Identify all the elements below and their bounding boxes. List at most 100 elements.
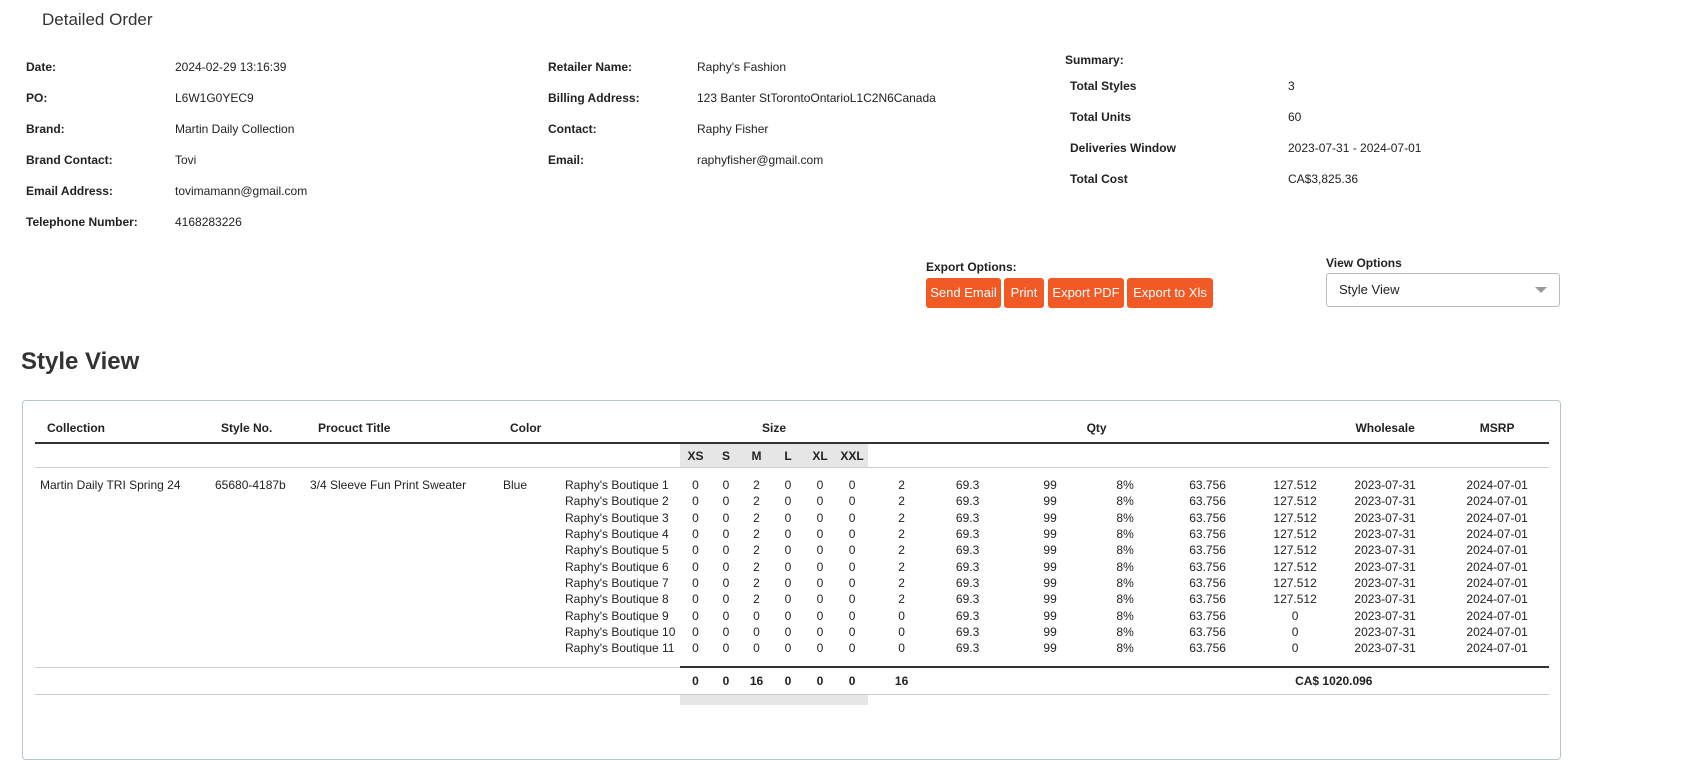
table-row: Raphy's Boutique 4 0 0 2 0 0 0 2 69.3 99 8% 63.756 1… xyxy=(35,526,1549,542)
style-collection xyxy=(35,575,205,591)
size-qty: 0 xyxy=(722,559,730,574)
summary-value: 60 xyxy=(1288,110,1302,124)
style-style-no xyxy=(205,575,300,591)
export-xls-button[interactable]: Export to Xls xyxy=(1127,278,1213,308)
style-color xyxy=(495,575,560,591)
cell-ship: 2023-07-31 xyxy=(1354,575,1416,590)
size-total: 0 xyxy=(836,666,869,696)
style-table: Collection Style No. Procuct Title Color Siz… xyxy=(35,414,1550,706)
export-pdf-button[interactable]: Export PDF xyxy=(1048,278,1124,308)
summary-label: Total Cost xyxy=(1070,172,1128,186)
cell-net: 63.756 xyxy=(1189,510,1226,525)
summary-value: CA$3,825.36 xyxy=(1288,172,1359,186)
size-qty: 0 xyxy=(722,575,730,590)
column-header-procuct-title: Procuct Title xyxy=(300,414,495,444)
store-name: Raphy's Boutique 6 xyxy=(565,559,669,574)
size-qty: 0 xyxy=(692,494,699,509)
size-header: XS xyxy=(680,443,711,468)
store-name: Raphy's Boutique 4 xyxy=(565,527,669,542)
size-qty: 0 xyxy=(692,624,699,639)
print-button[interactable]: Print xyxy=(1004,278,1044,308)
size-qty: 0 xyxy=(784,641,792,656)
table-row: Raphy's Boutique 5 0 0 2 0 0 0 2 69.3 99 8% 63.756 1… xyxy=(35,542,1549,558)
size-total: 16 xyxy=(741,666,772,696)
table-row: Raphy's Boutique 3 0 0 2 0 0 0 2 69.3 99 8% 63.756 1… xyxy=(35,510,1549,526)
cell-net: 63.756 xyxy=(1189,527,1226,542)
cell-total: 127.512 xyxy=(1273,494,1317,509)
summary-value: 2023-07-31 - 2024-07-01 xyxy=(1288,141,1422,155)
size-qty: 0 xyxy=(848,543,856,558)
size-qty: 0 xyxy=(722,527,730,542)
store-name: Raphy's Boutique 11 xyxy=(565,641,675,656)
cell-total: 127.512 xyxy=(1273,510,1317,525)
retailer-info-value: Raphy's Fashion xyxy=(697,60,787,74)
cell-ship: 2023-07-31 xyxy=(1354,608,1416,623)
size-qty: 0 xyxy=(784,592,792,607)
store-name: Raphy's Boutique 9 xyxy=(565,608,669,623)
cell-discount: 8% xyxy=(1116,624,1134,639)
size-qty: 2 xyxy=(753,543,760,558)
size-qty: 0 xyxy=(692,559,699,574)
cell-cancel: 2024-07-01 xyxy=(1466,543,1528,558)
size-qty: 0 xyxy=(784,478,792,493)
size-qty: 0 xyxy=(848,494,856,509)
cell-ship: 2023-07-31 xyxy=(1354,478,1416,493)
style-style-no xyxy=(205,607,300,623)
cell-cancel: 2024-07-01 xyxy=(1466,559,1528,574)
size-qty: 2 xyxy=(753,559,760,574)
store-name: Raphy's Boutique 8 xyxy=(565,592,669,607)
size-total: 0 xyxy=(680,666,711,696)
cell-qty: 2 xyxy=(898,510,905,525)
store-name: Raphy's Boutique 1 xyxy=(565,478,669,493)
order-info-label: PO: xyxy=(26,91,48,105)
size-qty: 0 xyxy=(784,608,792,623)
size-header-row: XS S M L XL XXL xyxy=(35,443,1550,468)
cell-total: 127.512 xyxy=(1273,575,1317,590)
size-qty: 0 xyxy=(848,510,856,525)
retailer-info-value: Raphy Fisher xyxy=(697,122,769,136)
cell-net: 63.756 xyxy=(1189,608,1226,623)
size-qty: 0 xyxy=(848,527,856,542)
size-qty: 0 xyxy=(816,510,824,525)
size-qty: 0 xyxy=(816,592,824,607)
section-title: Style View xyxy=(21,348,140,375)
table-row: Raphy's Boutique 2 0 0 2 0 0 0 2 69.3 99 8% 63.756 1… xyxy=(35,493,1549,509)
cell-qty: 0 xyxy=(898,624,905,639)
size-qty: 0 xyxy=(816,494,824,509)
cell-wholesale: 69.3 xyxy=(955,608,980,623)
summary-label: Deliveries Window xyxy=(1070,141,1176,155)
size-qty: 0 xyxy=(816,527,824,542)
retailer-info-label: Contact: xyxy=(548,122,597,136)
cell-wholesale: 69.3 xyxy=(955,494,980,509)
size-qty: 0 xyxy=(784,527,792,542)
cell-discount: 8% xyxy=(1116,527,1134,542)
send-email-button[interactable]: Send Email xyxy=(926,278,1001,308)
cell-msrp: 99 xyxy=(1043,608,1057,623)
retailer-info-label: Email: xyxy=(548,153,585,167)
style-color xyxy=(495,591,560,607)
style-color xyxy=(495,624,560,640)
cell-ship: 2023-07-31 xyxy=(1354,527,1416,542)
cell-qty: 2 xyxy=(898,543,905,558)
size-qty: 0 xyxy=(692,575,699,590)
qty-total: 16 xyxy=(868,666,936,696)
size-qty: 2 xyxy=(753,510,760,525)
column-header-msrp: MSRP xyxy=(1445,414,1550,444)
cell-discount: 8% xyxy=(1116,494,1134,509)
cell-ship: 2023-07-31 xyxy=(1354,543,1416,558)
size-qty: 0 xyxy=(753,608,760,623)
cell-total: 0 xyxy=(1291,624,1299,639)
order-info-value: Martin Daily Collection xyxy=(175,122,295,136)
size-header: XL xyxy=(804,443,836,468)
cell-total: 0 xyxy=(1291,608,1299,623)
column-header-wholesale: Wholesale xyxy=(1325,414,1446,444)
style-collection xyxy=(35,624,205,640)
column-header-style-no: Style No. xyxy=(205,414,300,444)
view-options-select[interactable]: Style View xyxy=(1326,273,1560,307)
style-collection xyxy=(35,607,205,623)
cell-ship: 2023-07-31 xyxy=(1354,592,1416,607)
cell-cancel: 2024-07-01 xyxy=(1466,641,1528,656)
retailer-info-label: Retailer Name: xyxy=(548,60,633,74)
size-qty: 0 xyxy=(692,592,699,607)
style-style-no xyxy=(205,591,300,607)
